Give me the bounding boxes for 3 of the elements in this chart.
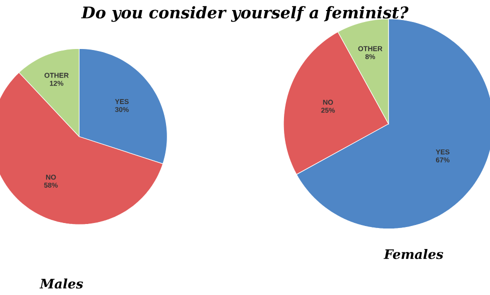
text: Males	[40, 278, 84, 289]
text: Do you consider yourself a feminist?	[81, 6, 408, 22]
text: Females	[384, 249, 444, 260]
